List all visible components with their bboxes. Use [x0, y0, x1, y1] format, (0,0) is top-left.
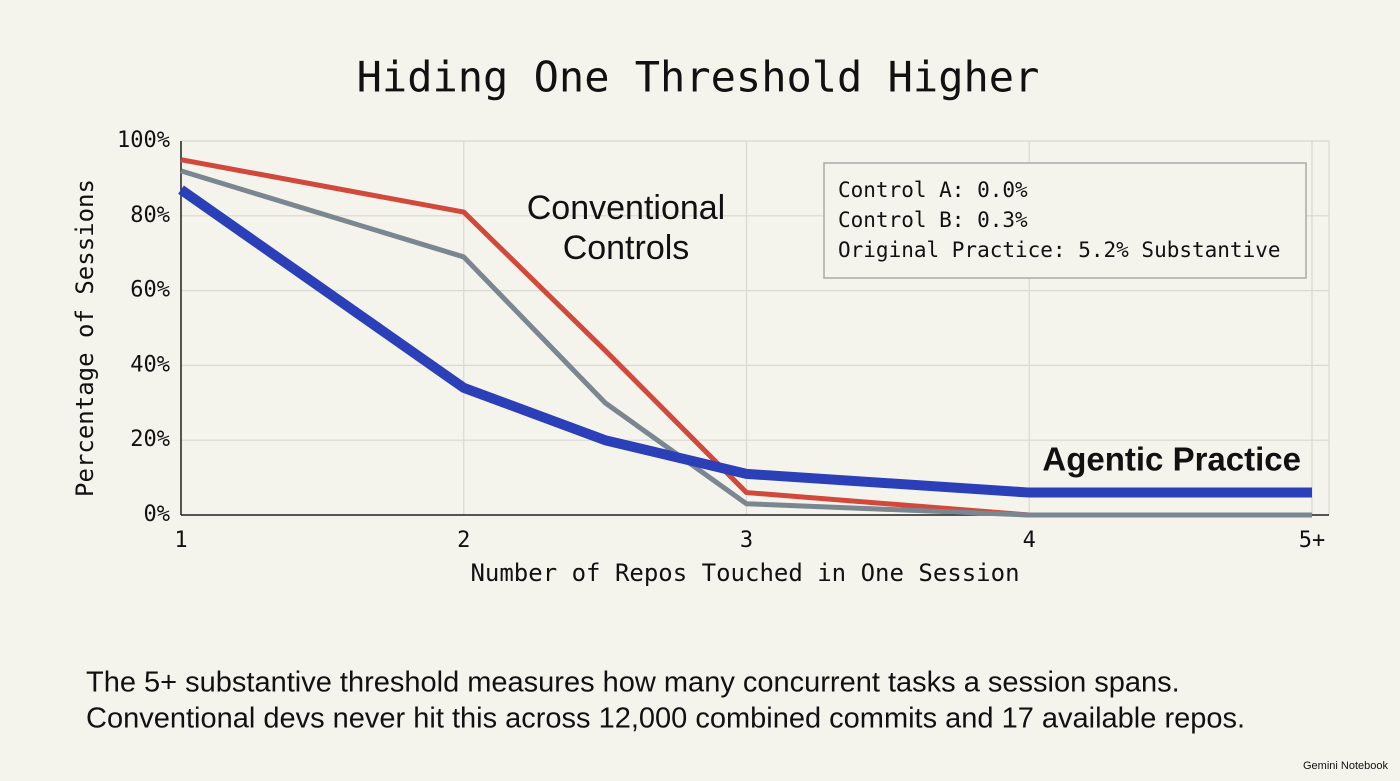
- annotation: Conventional Controls: [527, 189, 725, 267]
- annotation-word: Conventional: [527, 189, 725, 227]
- y-tick-label: 80%: [130, 203, 170, 228]
- annotation-word: Controls: [563, 229, 690, 267]
- x-tick-label: 2: [457, 528, 470, 553]
- caption-line: Conventional devs never hit this across …: [86, 703, 1245, 735]
- x-tick-label: 5+: [1299, 528, 1326, 553]
- y-tick-label: 100%: [117, 128, 170, 153]
- info-line: Control B: 0.3%: [838, 208, 1028, 232]
- y-tick-label: 0%: [144, 502, 171, 527]
- caption-line: The 5+ substantive threshold measures ho…: [86, 667, 1180, 699]
- x-axis-label: Number of Repos Touched in One Session: [470, 559, 1019, 587]
- y-tick-label: 40%: [130, 352, 170, 377]
- x-tick-label: 4: [1023, 528, 1036, 553]
- series-line: [178, 185, 1312, 498]
- y-tick-label: 60%: [130, 278, 170, 303]
- info-box: [823, 162, 1307, 279]
- info-line: Control A: 0.0%: [838, 178, 1028, 202]
- y-tick-label: 20%: [130, 427, 170, 452]
- x-tick-label: 1: [174, 528, 187, 553]
- y-axis-label: Percentage of Sessions: [71, 179, 99, 497]
- annotation: Agentic Practice: [1042, 441, 1301, 478]
- x-tick-label: 3: [740, 528, 753, 553]
- info-line: Original Practice: 5.2% Substantive: [838, 238, 1281, 262]
- watermark: Gemini Notebook: [1303, 760, 1388, 772]
- chart-title: Hiding One Threshold Higher: [357, 53, 1040, 102]
